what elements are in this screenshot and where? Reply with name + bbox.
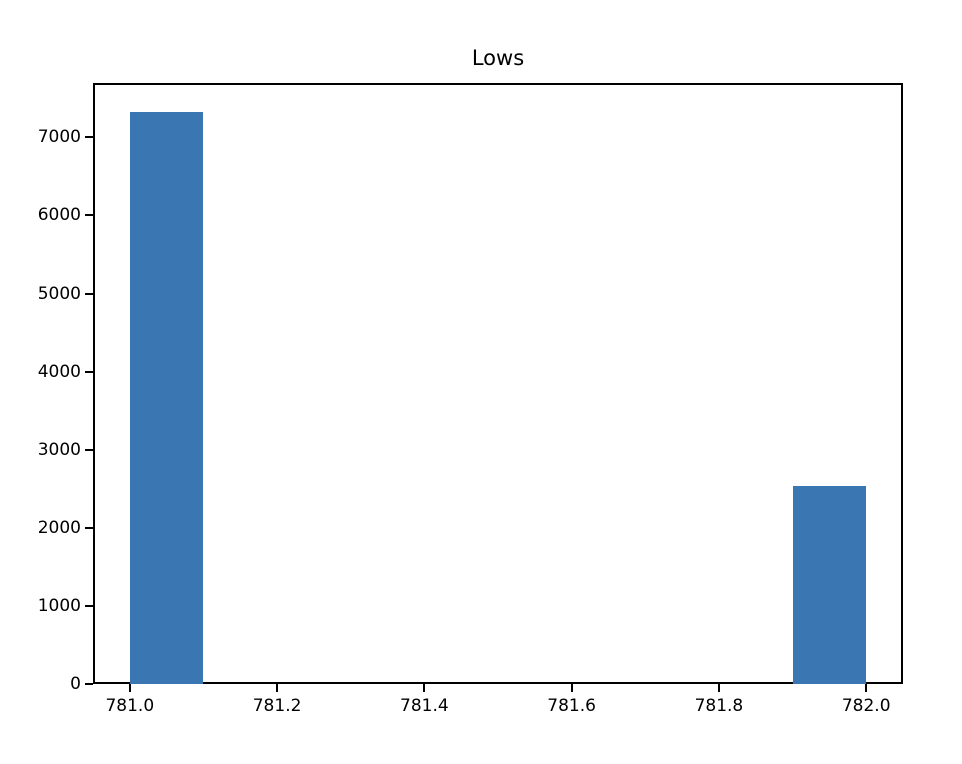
y-tick-mark [85,604,93,607]
x-tick-mark [717,684,720,692]
x-tick-mark [570,684,573,692]
y-tick-mark [85,292,93,295]
histogram-bar [792,486,867,684]
y-tick-mark [85,526,93,529]
y-tick-label: 7000 [37,127,81,148]
y-tick-label: 4000 [37,361,81,382]
histogram-bar [129,111,204,684]
plot-area: 781.0 781.2 781.4 781.6 781.8 782.0 0 1000 2000 3… [38,83,903,716]
chart-title: Lows [471,46,525,70]
y-tick-label: 2000 [37,517,81,538]
x-tick-mark [423,684,426,692]
y-tick-mark [85,370,93,373]
y-tick-label: 0 [70,674,81,694]
x-tick-label: 781.0 [105,696,155,716]
x-tick-label: 781.8 [694,696,744,716]
y-tick-label: 6000 [37,205,81,226]
plot-inner: 781.0 781.2 781.4 781.6 781.8 782.0 0 1000 2000 3… [38,83,903,716]
y-tick-mark [85,683,93,685]
y-tick-label: 5000 [37,283,81,304]
y-tick-mark [85,448,93,451]
x-tick-mark [128,684,131,692]
x-tick-mark [865,684,868,692]
x-tick-label: 781.4 [400,696,449,716]
x-tick-label: 782.0 [841,696,891,716]
x-tick-mark [276,684,279,692]
y-tick-mark [85,214,93,217]
x-tick-label: 781.6 [547,696,596,716]
y-tick-mark [85,136,93,139]
y-tick-label: 1000 [37,595,81,616]
x-tick-label: 781.2 [252,696,302,716]
y-tick-label: 3000 [37,439,81,460]
